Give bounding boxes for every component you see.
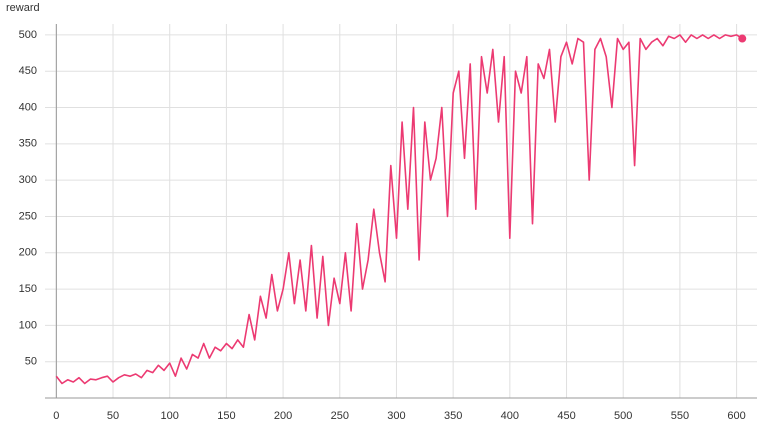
x-tick-label: 100 (161, 410, 179, 422)
x-tick-label: 350 (444, 410, 462, 422)
y-tick-label: 200 (19, 247, 37, 259)
x-tick-label: 500 (614, 410, 632, 422)
x-tick-label: 400 (501, 410, 519, 422)
x-tick-label: 50 (107, 410, 119, 422)
y-tick-label: 150 (19, 283, 37, 295)
y-tick-label: 450 (19, 65, 37, 77)
x-tick-label: 600 (727, 410, 745, 422)
chart-title: reward (6, 2, 40, 14)
x-tick-label: 0 (53, 410, 59, 422)
y-tick-label: 500 (19, 29, 37, 41)
y-tick-label: 400 (19, 101, 37, 113)
x-tick-label: 150 (217, 410, 235, 422)
y-tick-label: 250 (19, 210, 37, 222)
x-tick-label: 550 (671, 410, 689, 422)
y-tick-label: 300 (19, 174, 37, 186)
x-tick-label: 450 (557, 410, 575, 422)
y-tick-label: 50 (25, 356, 37, 368)
x-tick-label: 300 (387, 410, 405, 422)
x-tick-label: 200 (274, 410, 292, 422)
y-tick-label: 100 (19, 319, 37, 331)
line (55, 34, 743, 385)
end-marker (738, 34, 747, 43)
y-tick-label: 350 (19, 138, 37, 150)
x-tick-label: 250 (331, 410, 349, 422)
